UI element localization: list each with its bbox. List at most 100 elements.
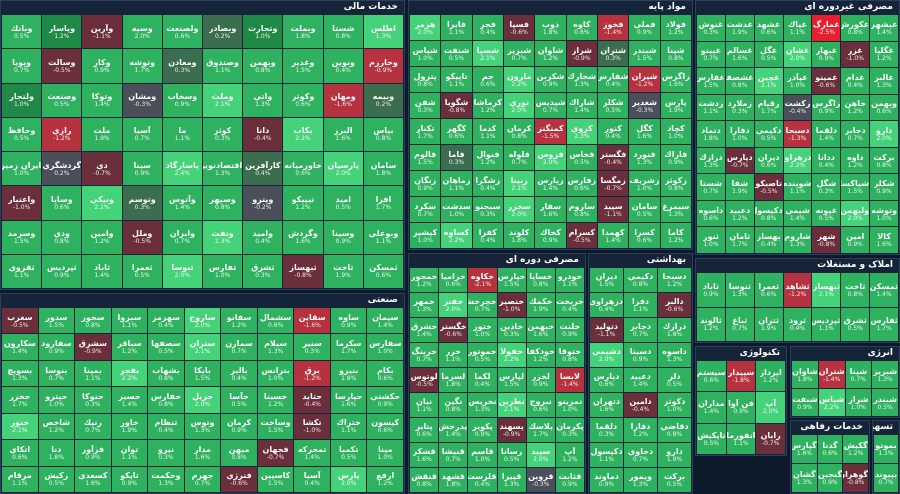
stock-tile[interactable]: دجابر 0.7% bbox=[624, 318, 657, 342]
stock-tile[interactable]: شپاس 1.0% bbox=[410, 41, 441, 66]
stock-tile[interactable]: وپاسار 1.2% bbox=[42, 15, 82, 49]
stock-tile[interactable]: لوتوس -0.5% bbox=[410, 368, 439, 392]
stock-tile[interactable]: دانا -0.4% bbox=[243, 117, 283, 151]
stock-tile[interactable]: وحكمت 1.3% bbox=[148, 466, 184, 492]
stock-tile[interactable]: ختوقا 0.8% bbox=[555, 343, 584, 367]
stock-tile[interactable]: قاسم 1.0% bbox=[468, 443, 497, 467]
stock-tile[interactable]: وتوسم 0.3% bbox=[122, 186, 162, 220]
stock-tile[interactable]: وبوعلي 1.1% bbox=[363, 220, 403, 254]
stock-tile[interactable]: وبصادر 0.2% bbox=[203, 15, 243, 49]
stock-tile[interactable]: واميد 0.4% bbox=[243, 220, 283, 254]
stock-tile[interactable]: سدور 1.5% bbox=[38, 308, 75, 334]
stock-tile[interactable]: خريخت 0.4% bbox=[555, 293, 584, 317]
stock-tile[interactable]: سفارود 0.9% bbox=[38, 334, 75, 360]
stock-tile[interactable]: فاراك 0.9% bbox=[660, 145, 691, 170]
stock-tile[interactable]: زنگان 0.9% bbox=[410, 171, 441, 196]
stock-tile[interactable]: شغدير -0.3% bbox=[629, 93, 660, 118]
stock-tile[interactable]: فن آوا 0.9% bbox=[726, 392, 756, 423]
stock-tile[interactable]: فالوم 1.5% bbox=[410, 145, 441, 170]
stock-tile[interactable]: ونيكي 2.1% bbox=[82, 186, 122, 220]
stock-tile[interactable]: كدما 1.1% bbox=[472, 119, 503, 144]
stock-tile[interactable]: كاسپين 1.5% bbox=[257, 466, 294, 492]
stock-tile[interactable]: شوينده 1.1% bbox=[783, 174, 812, 200]
stock-tile[interactable]: بنوسا 0.7% bbox=[38, 360, 75, 387]
stock-tile[interactable]: نمرينو 1.0% bbox=[555, 393, 584, 417]
stock-tile[interactable]: ذوب 1.8% bbox=[535, 15, 566, 40]
stock-tile[interactable]: وصنعت 0.5% bbox=[42, 83, 82, 117]
stock-tile[interactable]: خموتور 0.5% bbox=[468, 343, 497, 367]
stock-tile[interactable]: ساوه 0.9% bbox=[330, 308, 367, 334]
stock-tile[interactable]: شفن 0.3% bbox=[410, 93, 441, 118]
stock-tile[interactable]: دعبيد 1.4% bbox=[624, 368, 657, 392]
stock-tile[interactable]: خكمك 1.9% bbox=[526, 293, 555, 317]
stock-tile[interactable]: ثبهساز -0.8% bbox=[283, 254, 323, 288]
stock-tile[interactable]: شنفت 0.9% bbox=[792, 389, 818, 416]
stock-tile[interactable]: لخزر 0.9% bbox=[526, 368, 555, 392]
stock-tile[interactable]: خزاميا 0.6% bbox=[439, 268, 468, 292]
stock-tile[interactable]: مرقام 1.1% bbox=[2, 466, 38, 492]
stock-tile[interactable]: نيرو 0.3% bbox=[148, 440, 184, 466]
stock-tile[interactable]: كچاد 1.0% bbox=[660, 119, 691, 144]
stock-tile[interactable]: توان 1.1% bbox=[111, 440, 148, 466]
stock-tile[interactable]: اطلس 1.3% bbox=[363, 15, 403, 49]
stock-tile[interactable]: كيسون 0.6% bbox=[367, 413, 403, 440]
stock-tile[interactable]: مپنا 1.0% bbox=[367, 440, 403, 466]
stock-tile[interactable]: دتهران 1.6% bbox=[590, 393, 623, 417]
stock-tile[interactable]: مارون 2.2% bbox=[504, 67, 535, 92]
stock-tile[interactable]: وكار 0.9% bbox=[82, 49, 122, 83]
stock-tile[interactable]: داسوه 1.3% bbox=[658, 343, 691, 367]
stock-tile[interactable]: داوه 1.2% bbox=[841, 147, 870, 174]
stock-tile[interactable]: بهساز 0.4% bbox=[754, 227, 783, 253]
stock-tile[interactable]: فنوال 1.2% bbox=[472, 145, 503, 170]
stock-tile[interactable]: ساروم 0.8% bbox=[566, 197, 597, 222]
stock-tile[interactable]: وبانك 0.5% bbox=[2, 15, 42, 49]
stock-tile[interactable]: كگل 1.6% bbox=[629, 119, 660, 144]
stock-tile[interactable]: وسالت -0.5% bbox=[42, 49, 82, 83]
stock-tile[interactable]: قنيشا 0.7% bbox=[439, 443, 468, 467]
stock-tile[interactable]: وبهمن 0.8% bbox=[243, 49, 283, 83]
stock-tile[interactable]: ثمسكن 0.6% bbox=[363, 254, 403, 288]
stock-tile[interactable]: ثپرديس 0.9% bbox=[42, 254, 82, 288]
stock-tile[interactable]: بترانس 1.0% bbox=[257, 360, 294, 387]
stock-tile[interactable]: شسپا 2.1% bbox=[472, 41, 503, 66]
stock-tile[interactable]: كرمان 0.8% bbox=[504, 119, 535, 144]
stock-tile[interactable]: اپرداز 1.2% bbox=[756, 361, 785, 392]
stock-tile[interactable]: مدار 1.6% bbox=[184, 440, 221, 466]
stock-tile[interactable]: حريل 2.0% bbox=[184, 387, 221, 413]
stock-tile[interactable]: رنيك 0.7% bbox=[75, 413, 111, 440]
stock-tile[interactable]: سفار 1.6% bbox=[535, 197, 566, 222]
stock-tile[interactable]: ساروج 2.0% bbox=[184, 308, 221, 334]
stock-tile[interactable]: كلوند 1.8% bbox=[504, 223, 535, 248]
stock-tile[interactable]: زكوثر 0.8% bbox=[660, 171, 691, 196]
stock-tile[interactable]: غالبر 1.3% bbox=[870, 68, 898, 94]
stock-tile[interactable]: زفارس 0.6% bbox=[566, 171, 597, 196]
stock-tile[interactable]: غشهد 0.6% bbox=[754, 15, 783, 41]
stock-tile[interactable]: خشرق 1.4% bbox=[410, 318, 439, 342]
stock-tile[interactable]: دقاضي 0.8% bbox=[658, 418, 691, 442]
stock-tile[interactable]: وسخاب 0.9% bbox=[162, 83, 202, 117]
stock-tile[interactable]: درازك 1.3% bbox=[697, 147, 725, 174]
stock-tile[interactable]: دكوثر 1.0% bbox=[658, 393, 691, 417]
stock-tile[interactable]: سباقر 1.2% bbox=[111, 334, 148, 360]
stock-tile[interactable]: ثنوسا 2.0% bbox=[162, 254, 202, 288]
stock-tile[interactable]: ثباغ 0.7% bbox=[725, 307, 754, 341]
stock-tile[interactable]: ختراك 1.1% bbox=[330, 413, 367, 440]
stock-tile[interactable]: دكيمي 0.8% bbox=[624, 268, 657, 292]
stock-tile[interactable]: شراز 1.0% bbox=[845, 389, 872, 416]
stock-tile[interactable]: نخريس 1.3% bbox=[468, 393, 497, 417]
stock-tile[interactable]: حتايد -0.4% bbox=[294, 387, 330, 413]
stock-tile[interactable]: امين 0.9% bbox=[841, 227, 870, 253]
stock-tile[interactable]: پارس 2.0% bbox=[330, 466, 367, 492]
stock-tile[interactable]: قنقش 0.8% bbox=[410, 468, 439, 492]
stock-tile[interactable]: وسينا 0.9% bbox=[323, 220, 363, 254]
stock-tile[interactable]: سشرق -0.9% bbox=[75, 334, 111, 360]
stock-tile[interactable]: سغرب -0.5% bbox=[2, 308, 38, 334]
stock-tile[interactable]: دپارس 0.6% bbox=[590, 368, 623, 392]
stock-tile[interactable]: ارفع 1.2% bbox=[367, 466, 403, 492]
stock-tile[interactable]: كاما 1.2% bbox=[660, 223, 691, 248]
stock-tile[interactable]: سبزوا 1.1% bbox=[111, 308, 148, 334]
stock-tile[interactable]: بركت 0.5% bbox=[658, 468, 691, 492]
stock-tile[interactable]: خكاوه -2.1% bbox=[468, 268, 497, 292]
stock-tile[interactable]: خزر 1.1% bbox=[439, 343, 468, 367]
stock-tile[interactable]: شفارس 0.4% bbox=[598, 67, 629, 92]
